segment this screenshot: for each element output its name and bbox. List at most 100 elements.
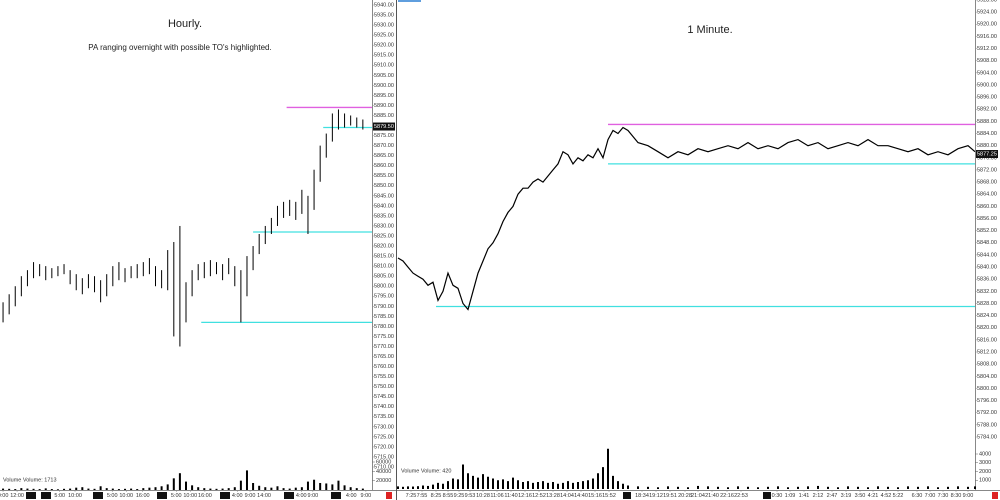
y-tick-label: 5910.00 [374, 63, 394, 69]
volume-bar [264, 487, 267, 490]
volume-bar [412, 486, 414, 489]
volume-bar [747, 486, 749, 489]
x-tick-label: 3:19 [841, 493, 852, 499]
volume-bar [442, 483, 444, 489]
y-tick-label: 5832.00 [977, 289, 997, 295]
volume-bar [537, 482, 539, 489]
volume-bar [331, 484, 334, 490]
y-tick-label: 5860.00 [977, 204, 997, 210]
y-tick-label: 5855.00 [374, 173, 394, 179]
x-tick-label: 13:28 [546, 493, 560, 499]
x-tick-label: 22:53 [734, 493, 748, 499]
volume-bar [592, 478, 594, 489]
volume-bar [467, 473, 469, 489]
x-tick-label: 8:55 [443, 493, 454, 499]
volume-bar [927, 486, 929, 489]
y-tick-label: 5912.00 [977, 46, 997, 52]
y-tick-label: 5848.00 [977, 240, 997, 246]
volume-bar [355, 488, 358, 490]
y-tick-label: 5800.00 [374, 284, 394, 290]
date-box [763, 492, 771, 499]
x-tick-label: 21:40 [705, 493, 719, 499]
volume-bar [81, 487, 84, 490]
volume-bar [258, 485, 261, 490]
volume-bar [757, 487, 759, 489]
y-tick-label: 5880.00 [977, 143, 997, 149]
x-tick-label: 3:50 [855, 493, 866, 499]
volume-label: Volume Volume: 1713 [3, 477, 57, 483]
y-tick-label: 5872.00 [977, 167, 997, 173]
volume-bar [677, 486, 679, 489]
volume-bar [542, 481, 544, 489]
volume-bar [63, 488, 66, 490]
x-tick-label: 11:40 [504, 493, 517, 499]
volume-bar [209, 488, 212, 490]
volume-tick-label: 1000 [979, 478, 991, 484]
y-tick-label: 5810.00 [374, 264, 394, 270]
volume-tick-label: 4000 [979, 451, 991, 457]
y-tick-label: 5770.00 [374, 344, 394, 350]
y-tick-label: 5775.00 [374, 334, 394, 340]
volume-bar [239, 480, 242, 490]
volume-bar [607, 448, 609, 489]
volume-bar [203, 488, 206, 490]
volume-bar [124, 488, 127, 490]
volume-bar [974, 486, 976, 489]
date-box [26, 492, 36, 499]
x-tick-label: 14:00 [257, 493, 271, 499]
volume-bar [947, 486, 949, 489]
volume-tick-label: 20000 [376, 478, 391, 484]
y-tick-label: 5924.00 [977, 10, 997, 16]
x-tick-label: 19:51 [663, 493, 677, 499]
y-tick-label: 5860.00 [374, 163, 394, 169]
y-tick-label: 5792.00 [977, 410, 997, 416]
volume-bar [612, 475, 614, 489]
volume-bar [867, 487, 869, 489]
volume-bar [567, 481, 569, 489]
volume-bar [492, 478, 494, 489]
x-tick-label: 7:00 [925, 493, 936, 499]
volume-bar [215, 488, 218, 490]
volume-bar [937, 487, 939, 489]
y-tick-label: 5865.00 [374, 153, 394, 159]
y-tick-label: 5812.00 [977, 349, 997, 355]
volume-bar [270, 487, 273, 490]
y-tick-label: 5725.00 [374, 434, 394, 440]
x-tick-label: 4:00 [296, 493, 307, 499]
y-tick-label: 5795.00 [374, 294, 394, 300]
y-tick-label: 5940.00 [374, 2, 394, 8]
x-tick-label: 0:30 [772, 493, 783, 499]
x-tick-label: 10:00 [183, 493, 197, 499]
x-tick-label: 18:34 [635, 493, 649, 499]
volume-bar [26, 488, 29, 490]
volume-bar [597, 473, 599, 489]
volume-bar [306, 481, 309, 490]
y-tick-label: 5790.00 [374, 304, 394, 310]
y-tick-label: 5892.00 [977, 107, 997, 113]
y-tick-label: 5730.00 [374, 424, 394, 430]
volume-bar [497, 480, 499, 489]
y-tick-label: 5796.00 [977, 398, 997, 404]
volume-bar [807, 486, 809, 489]
x-tick-label: 14:40 [574, 493, 588, 499]
volume-tick-label: 60000 [376, 459, 391, 465]
volume-bar [87, 488, 90, 490]
x-tick-label: 8:25 [431, 493, 442, 499]
volume-label: Volume Volume: 420 [401, 468, 451, 474]
volume-bar [452, 478, 454, 489]
x-tick-label: 5:00 [107, 493, 118, 499]
volume-bar [44, 488, 47, 490]
volume-bar [117, 489, 120, 490]
x-tick-label: 15:52 [602, 493, 616, 499]
last-price-label: 5877.25 [977, 151, 997, 157]
date-box [157, 492, 167, 499]
x-tick-label: 4:52 [881, 493, 892, 499]
x-tick-label: 9:00 [245, 493, 256, 499]
date-box [41, 492, 51, 499]
x-tick-label: 9:53 [465, 493, 476, 499]
y-tick-label: 5916.00 [977, 34, 997, 40]
y-tick-label: 5824.00 [977, 313, 997, 319]
y-tick-label: 5815.00 [374, 254, 394, 260]
x-tick-label: 1:41 [799, 493, 810, 499]
y-tick-label: 5888.00 [977, 119, 997, 125]
